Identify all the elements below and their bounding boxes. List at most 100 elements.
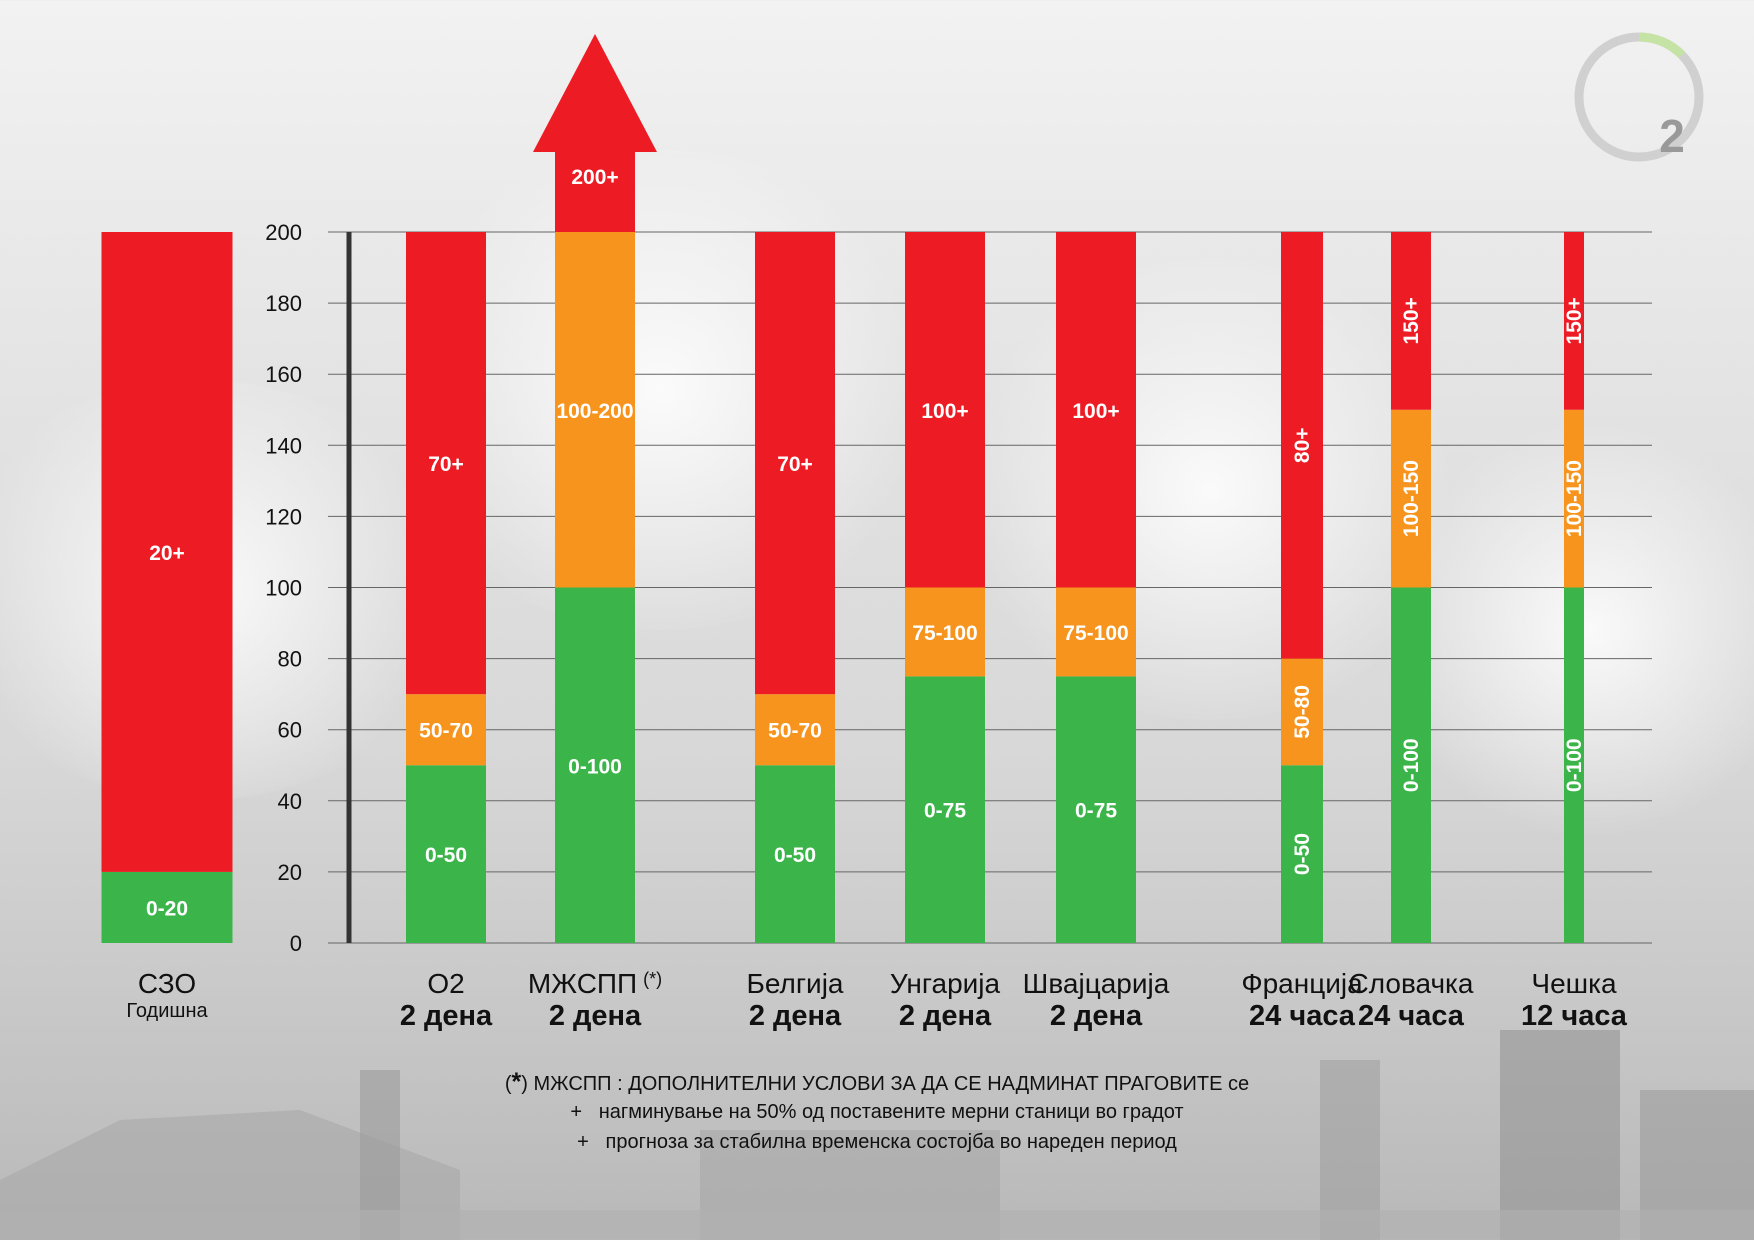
y-tick-label: 100 — [265, 576, 302, 601]
segment-label: 0-50 — [1291, 833, 1314, 875]
bar-6: 0-75 75-100 100+ — [1056, 232, 1136, 943]
y-tick-label: 60 — [278, 718, 302, 743]
bar-segment-green — [1281, 765, 1323, 943]
bar-segment-green — [555, 587, 635, 943]
segment-label: 80+ — [1291, 427, 1314, 463]
arrow-label: 200+ — [571, 166, 618, 189]
bar-segment-green — [1564, 587, 1584, 943]
segment-label: 50-80 — [1291, 685, 1314, 739]
bar-name-label: Франција — [1241, 968, 1363, 999]
segment-label: 50-70 — [768, 720, 822, 743]
bar-segment-orange — [1281, 658, 1323, 766]
bar-segment-orange — [755, 694, 835, 766]
bar-segment-green — [755, 765, 835, 943]
footnote-item-text: прогноза за стабилна временска состојба … — [605, 1131, 1177, 1153]
segment-label: 0-100 — [568, 755, 622, 778]
bar-5: 0-75 75-100 100+ — [905, 232, 985, 943]
segment-label: 100+ — [921, 400, 968, 423]
segment-label: 0-100 — [1563, 738, 1586, 792]
y-tick-label: 200 — [265, 220, 302, 245]
segment-label: 75-100 — [912, 622, 977, 645]
bar-name-label: Унгарија — [890, 968, 1001, 999]
bar-name-label: Швајцарија — [1023, 968, 1170, 999]
segment-label: 150+ — [1400, 297, 1423, 344]
bar-name-label: Чешка — [1531, 968, 1617, 999]
bar-8: 0-100 100-150 150+ — [1391, 232, 1431, 943]
bar-segment-orange — [406, 694, 486, 766]
segment-label: 0-50 — [774, 844, 816, 867]
footnote-item: + прогноза за стабилна временска состојб… — [0, 1131, 1754, 1154]
bar-segment-red — [1281, 232, 1323, 659]
bar-period-label: 12 часа — [1521, 1000, 1628, 1032]
bar-segment-red — [1056, 232, 1136, 588]
footnote-item: + нагминување на 50% од поставените мерн… — [0, 1101, 1754, 1124]
footnote-text: МЖСПП : ДОПОЛНИТЕЛНИ УСЛОВИ ЗА ДА СЕ НАД… — [533, 1073, 1250, 1095]
logo-badge: 2 — [1574, 32, 1704, 162]
bar-4: 0-50 50-70 70+ — [755, 232, 835, 943]
bar-segment-green — [406, 765, 486, 943]
segment-label: 20+ — [149, 542, 185, 565]
arrow-up-icon — [533, 34, 657, 232]
bar-period-label: 24 часа — [1358, 1000, 1465, 1032]
bar-segment-red — [1564, 232, 1584, 410]
bar-segment-red — [755, 232, 835, 695]
bar-segment-green — [905, 676, 985, 943]
bar-1: 0-20 20+ — [101, 232, 233, 943]
bar-segment-red — [905, 232, 985, 588]
segment-label: 70+ — [428, 453, 464, 476]
y-tick-label: 140 — [265, 433, 302, 458]
industrial-silhouette — [0, 1030, 1754, 1240]
bar-segment-orange — [1056, 587, 1136, 677]
segment-label: 100+ — [1072, 400, 1119, 423]
bar-segment-red — [101, 232, 233, 872]
y-axis-ticks: 0 20 40 60 80 100 120 140 160 180 200 — [265, 220, 302, 956]
logo-number: 2 — [1659, 110, 1685, 162]
bar-period-label: Годишна — [126, 1000, 208, 1022]
segment-label: 150+ — [1563, 297, 1586, 344]
bar-name-label: Словачка — [1349, 968, 1474, 999]
bar-segment-green — [1391, 587, 1431, 943]
bar-name-label: МЖСПП (*) — [528, 968, 662, 999]
bar-7: 0-50 50-80 80+ — [1281, 232, 1323, 943]
bar-3: 0-100 100-200 200+ — [533, 34, 657, 943]
y-tick-label: 120 — [265, 504, 302, 529]
bar-period-label: 2 дена — [1050, 1000, 1143, 1032]
segment-label: 70+ — [777, 453, 813, 476]
bar-period-label: 2 дена — [400, 1000, 493, 1032]
segment-label: 0-75 — [924, 800, 966, 823]
footnote-asterisk: * — [511, 1068, 522, 1096]
y-tick-label: 180 — [265, 291, 302, 316]
bar-segment-orange — [1391, 409, 1431, 588]
bar-name-label: СЗО — [138, 968, 196, 999]
bar-name-mark: (*) — [643, 969, 662, 989]
segment-label: 0-50 — [425, 844, 467, 867]
bar-period-label: 2 дена — [549, 1000, 642, 1032]
bar-segment-orange — [555, 232, 635, 588]
bar-segment-red — [406, 232, 486, 695]
segment-label: 0-20 — [146, 897, 188, 920]
bar-segment-green — [1056, 676, 1136, 943]
segment-label: 0-100 — [1400, 738, 1423, 792]
segment-label: 100-150 — [1400, 460, 1423, 537]
bars: 0-20 20+ 0-50 50-70 70+ 0-100 100-200 200+ 0-50 5… — [101, 34, 1586, 943]
y-tick-label: 80 — [278, 647, 302, 672]
segment-label: 0-75 — [1075, 800, 1117, 823]
bar-9: 0-100 100-150 150+ — [1563, 232, 1586, 943]
bar-2: 0-50 50-70 70+ — [406, 232, 486, 943]
bar-name-label: Белгија — [746, 968, 843, 999]
segment-label: 75-100 — [1063, 622, 1128, 645]
y-tick-label: 160 — [265, 362, 302, 387]
footnote-item-text: нагминување на 50% од поставените мерни … — [598, 1101, 1184, 1123]
bar-period-label: 24 часа — [1249, 1000, 1356, 1032]
y-tick-label: 40 — [278, 789, 302, 814]
bar-segment-orange — [1564, 409, 1584, 588]
bar-period-label: 2 дена — [899, 1000, 992, 1032]
y-tick-label: 20 — [278, 860, 302, 885]
segment-label: 100-150 — [1563, 460, 1586, 537]
bar-segment-red — [1391, 232, 1431, 410]
bar-segment-orange — [905, 587, 985, 677]
segment-label: 50-70 — [419, 720, 473, 743]
bar-name-label: О2 — [427, 968, 464, 999]
